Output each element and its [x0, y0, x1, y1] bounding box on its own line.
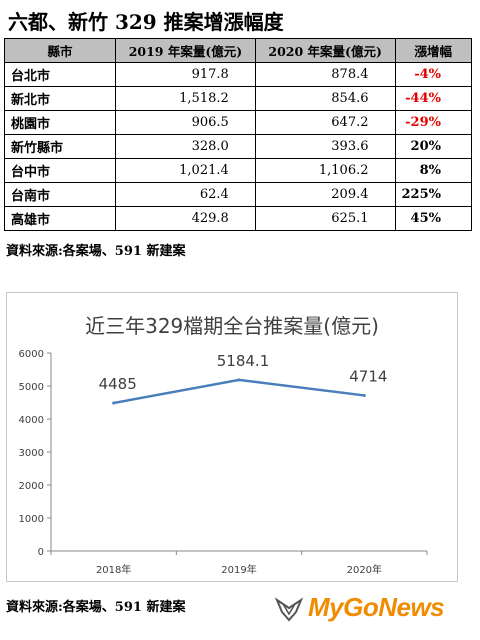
- col-header-2020: 2020 年案量(億元): [254, 38, 396, 63]
- x-tick-label: 2019年: [221, 563, 256, 576]
- logo-mark-icon: [274, 597, 304, 622]
- cell-city: 高雄市: [3, 206, 117, 231]
- logo-text: MyGoNews: [308, 592, 445, 622]
- cell-2020: 1,106.2: [254, 158, 396, 183]
- table-header-row: 縣市 2019 年案量(億元) 2020 年案量(億元) 漲增幅: [3, 38, 472, 63]
- table-row: 桃園市 906.5 647.2 -29%: [3, 110, 472, 135]
- data-label: 5184.1: [217, 352, 270, 370]
- cell-2019: 429.8: [115, 206, 256, 231]
- y-tick-label: 1000: [19, 514, 44, 525]
- brand-logo: MyGoNews: [274, 592, 474, 628]
- cell-2020: 625.1: [254, 206, 396, 231]
- cell-city: 台南市: [3, 182, 117, 207]
- table-row: 新竹縣市 328.0 393.6 20%: [3, 134, 472, 159]
- cell-change: 225%: [394, 182, 472, 207]
- table-row: 台南市 62.4 209.4 225%: [3, 182, 472, 207]
- col-header-2019: 2019 年案量(億元): [115, 38, 256, 63]
- cell-2020: 647.2: [254, 110, 396, 135]
- data-label: 4714: [349, 367, 387, 385]
- y-tick-label: 3000: [19, 448, 44, 459]
- cell-2020: 393.6: [254, 134, 396, 159]
- table-row: 高雄市 429.8 625.1 45%: [3, 206, 472, 231]
- cell-2019: 1,021.4: [115, 158, 256, 183]
- table-row: 台北市 917.8 878.4 -4%: [3, 62, 472, 87]
- cell-city: 新竹縣市: [3, 134, 117, 159]
- x-tick-label: 2020年: [347, 563, 382, 576]
- y-tick-label: 6000: [19, 349, 44, 360]
- chart-frame: 近三年329檔期全台推案量(億元) 0 1000 2000 3000 4000 5000 60…: [6, 292, 458, 582]
- source-note-bottom: 資料來源:各案場、591 新建案: [6, 600, 186, 615]
- cell-change: -4%: [394, 62, 472, 87]
- page-title: 六都、新竹 329 推案增漲幅度: [8, 10, 284, 34]
- source-note-top: 資料來源:各案場、591 新建案: [6, 244, 186, 259]
- chart-title: 近三年329檔期全台推案量(億元): [85, 314, 379, 338]
- col-header-change: 漲增幅: [394, 38, 472, 63]
- y-tick-label: 5000: [19, 382, 44, 393]
- data-point: [112, 401, 116, 405]
- table-row: 新北市 1,518.2 854.6 -44%: [3, 86, 472, 111]
- data-label: 4485: [99, 375, 137, 393]
- cell-2020: 878.4: [254, 62, 396, 87]
- cell-city: 桃園市: [3, 110, 117, 135]
- cell-change: 20%: [394, 134, 472, 159]
- cell-2020: 854.6: [254, 86, 396, 111]
- cell-city: 台北市: [3, 62, 117, 87]
- cell-2019: 1,518.2: [115, 86, 256, 111]
- line-chart: 近三年329檔期全台推案量(億元) 0 1000 2000 3000 4000 5000 60…: [19, 314, 428, 576]
- cell-2020: 209.4: [254, 182, 396, 207]
- table-row: 台中市 1,021.4 1,106.2 8%: [3, 158, 472, 183]
- x-tick-label: 2018年: [96, 563, 131, 576]
- col-header-city: 縣市: [3, 38, 117, 63]
- data-point: [362, 393, 366, 397]
- cell-change: 8%: [394, 158, 472, 183]
- cell-change: -29%: [394, 110, 472, 135]
- y-tick-label: 0: [38, 547, 44, 558]
- data-table: 縣市 2019 年案量(億元) 2020 年案量(億元) 漲增幅 台北市 917.…: [3, 38, 472, 231]
- data-point: [237, 378, 241, 382]
- cell-change: -44%: [394, 86, 472, 111]
- series-line: [113, 378, 365, 405]
- cell-city: 台中市: [3, 158, 117, 183]
- cell-2019: 328.0: [115, 134, 256, 159]
- cell-2019: 917.8: [115, 62, 256, 87]
- cell-2019: 906.5: [115, 110, 256, 135]
- cell-change: 45%: [394, 206, 472, 231]
- y-tick-label: 2000: [19, 481, 44, 492]
- y-tick-label: 4000: [19, 415, 44, 426]
- cell-city: 新北市: [3, 86, 117, 111]
- cell-2019: 62.4: [115, 182, 256, 207]
